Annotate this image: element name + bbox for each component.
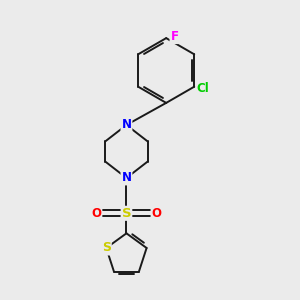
Text: S: S bbox=[122, 207, 131, 220]
Text: S: S bbox=[102, 242, 111, 254]
Text: N: N bbox=[122, 172, 131, 184]
Text: F: F bbox=[170, 30, 178, 43]
Text: O: O bbox=[152, 207, 161, 220]
Text: N: N bbox=[122, 118, 131, 131]
Text: O: O bbox=[92, 207, 101, 220]
Text: Cl: Cl bbox=[197, 82, 209, 95]
